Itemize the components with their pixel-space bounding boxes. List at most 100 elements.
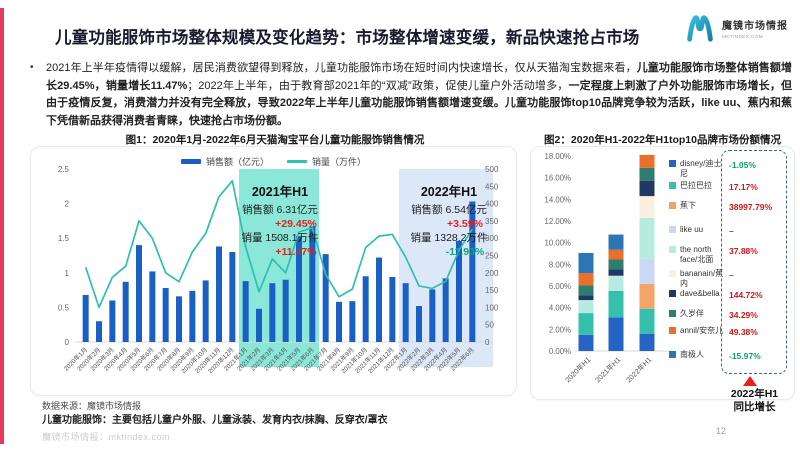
legend-item-dave&bella: dave&bella bbox=[669, 289, 727, 299]
series-name: 巴拉巴拉 bbox=[680, 181, 712, 190]
svg-text:300: 300 bbox=[485, 234, 499, 243]
series-swatch-icon bbox=[669, 202, 676, 209]
growth-caption-line1: 2022年H1 bbox=[730, 388, 779, 400]
series-growth: -1.05% bbox=[729, 160, 756, 170]
svg-text:0.5: 0.5 bbox=[58, 303, 70, 312]
category-note: 儿童功能服饰：主要包括儿童户外服、儿童泳装、发育内衣/抹胸、反穿衣/罩衣 bbox=[42, 415, 388, 426]
series-swatch-icon bbox=[669, 160, 676, 167]
legend-item-bananain/蕉内: bananain/蕉内 bbox=[669, 269, 727, 288]
legend-item-蕉下: 蕉下 bbox=[669, 201, 727, 211]
series-growth: 49.38% bbox=[729, 327, 758, 337]
legend-volume-label: 销量（万件） bbox=[312, 157, 367, 167]
svg-text:10.00%: 10.00% bbox=[545, 239, 572, 248]
figure1-card: 销售额（亿元） 销量（万件） 0 0.5 1 1.5 2 2.5 0 50 100 150 200 2… bbox=[30, 146, 517, 396]
svg-text:4.00%: 4.00% bbox=[549, 304, 571, 313]
svg-text:200: 200 bbox=[485, 269, 499, 278]
metric-value: 销售额 6.31亿元 bbox=[242, 204, 318, 216]
series-swatch-icon bbox=[669, 226, 676, 233]
annotation-title: 2021年H1 bbox=[251, 185, 309, 199]
sales-bars bbox=[82, 201, 476, 342]
figure2-title: 图2：2020年H1-2022年H1top10品牌市场份额情况 bbox=[544, 134, 781, 146]
figure2-card: 18.00% 16.00% 14.00% 12.00% 10.00% 8.00% 6.00%… bbox=[530, 146, 795, 413]
svg-text:2: 2 bbox=[65, 200, 70, 209]
svg-text:450: 450 bbox=[485, 182, 499, 191]
stacked-bar-2020年H1 bbox=[578, 252, 594, 351]
svg-text:0: 0 bbox=[485, 338, 490, 347]
series-name: 久岁伴 bbox=[680, 309, 704, 318]
legend-item-南极人: 南极人 bbox=[669, 350, 727, 360]
metric-value: 销量 1328.2万件 bbox=[410, 232, 488, 244]
brand-domain: MKTINDEX.COM bbox=[722, 34, 764, 39]
growth-value: +11.47% bbox=[275, 246, 317, 258]
legend-volume: 销量（万件） bbox=[287, 155, 366, 168]
growth-value: +3.59% bbox=[447, 218, 483, 230]
svg-text:500: 500 bbox=[485, 165, 499, 174]
series-swatch-icon bbox=[669, 182, 676, 189]
annotation-title: 2022年H1 bbox=[420, 185, 478, 199]
series-swatch-icon bbox=[669, 290, 676, 297]
up-arrow-icon bbox=[743, 376, 757, 386]
growth-value: +29.45% bbox=[275, 218, 317, 230]
svg-text:6.00%: 6.00% bbox=[549, 282, 571, 291]
growth-caption: 2022年H1 同比增长 bbox=[707, 388, 800, 414]
figure1-legend: 销售额（亿元） 销量（万件） bbox=[31, 155, 516, 168]
series-growth: 144.72% bbox=[729, 290, 763, 300]
svg-text:2020年H1: 2020年H1 bbox=[563, 355, 592, 384]
series-name: 南极人 bbox=[680, 350, 704, 359]
series-name: bananain/蕉内 bbox=[680, 269, 724, 288]
figure1-chart: 0 0.5 1 1.5 2 2.5 0 50 100 150 200 250 300 350 400 450 5… bbox=[58, 165, 499, 375]
svg-text:0.00%: 0.00% bbox=[549, 347, 571, 356]
legend-item-久岁伴: 久岁伴 bbox=[669, 309, 727, 319]
legend-sales: 销售额（亿元） bbox=[180, 155, 269, 168]
volume-line bbox=[84, 179, 474, 309]
series-name: dave&bella bbox=[680, 289, 720, 298]
metric-value: 销售额 6.54亿元 bbox=[411, 204, 487, 216]
legend-item-like uu: like uu bbox=[669, 225, 727, 235]
intro-run: ；2022年上半年，由于教育部2021年的“双减”政策，促使儿童户外活动增多， bbox=[187, 79, 569, 92]
stacked-bar-2021年H1 bbox=[608, 234, 624, 351]
page-number: 12 bbox=[716, 426, 727, 436]
series-name: like uu bbox=[680, 225, 704, 234]
intro-run: 儿童功能服饰市场整体销售额增长29.45%，销量增长11.47% bbox=[46, 62, 793, 92]
metric-value: 销量 1508.1万件 bbox=[241, 232, 319, 244]
svg-text:2.5: 2.5 bbox=[58, 165, 70, 174]
mojing-m-icon bbox=[687, 15, 713, 42]
series-growth: 38997.79% bbox=[729, 202, 773, 212]
svg-text:400: 400 bbox=[485, 200, 499, 209]
svg-text:1.5: 1.5 bbox=[58, 234, 70, 243]
svg-text:12.00%: 12.00% bbox=[545, 217, 572, 226]
series-swatch-icon bbox=[669, 246, 676, 253]
figure1-title: 图1：2020年1月-2022年6月天猫淘宝平台儿童功能服饰销售情况 bbox=[125, 134, 425, 146]
svg-text:18.00%: 18.00% bbox=[545, 152, 572, 161]
svg-text:0: 0 bbox=[65, 338, 70, 347]
growth-box bbox=[721, 150, 787, 374]
stacked-bar-2022年H1 bbox=[639, 154, 655, 351]
svg-text:2022年H1: 2022年H1 bbox=[624, 355, 653, 384]
svg-text:14.00%: 14.00% bbox=[545, 195, 572, 204]
svg-text:8.00%: 8.00% bbox=[549, 260, 571, 269]
intro-block: • 2021年上半年疫情得以缓解，居民消费欲望得到释放，儿童功能服饰市场在短时间… bbox=[30, 60, 792, 130]
watermark: 魔镜市场情报：mktindex.com bbox=[42, 432, 171, 442]
series-growth: – bbox=[729, 270, 734, 280]
intro-run: 一定程度上刺激了户外功能服饰市场增长，但由于疫情反复，消费潜力并没有完全释放，导… bbox=[46, 79, 793, 127]
svg-text:100: 100 bbox=[485, 303, 499, 312]
brand-logo: 魔镜市场情报 MKTINDEX.COM bbox=[683, 12, 788, 44]
intro-paragraph: 2021年上半年疫情得以缓解，居民消费欲望得到释放，儿童功能服饰市场在短时间内快… bbox=[46, 60, 792, 130]
svg-text:150: 150 bbox=[485, 286, 499, 295]
series-growth: -15.97% bbox=[729, 351, 761, 361]
bullet-marker: • bbox=[30, 62, 34, 73]
legend-item-巴拉巴拉: 巴拉巴拉 bbox=[669, 181, 727, 191]
series-swatch-icon bbox=[669, 270, 676, 277]
annotation-2021年H1: 2021年H1 销售额 6.31亿元 +29.45% 销量 1508.1万件 +11.4… bbox=[214, 181, 346, 259]
sales-swatch-icon bbox=[180, 159, 201, 164]
series-name: the north face/北面 bbox=[680, 245, 714, 264]
data-source: 数据来源：魔镜市场情报 bbox=[42, 401, 142, 411]
left-accent-stripe bbox=[0, 8, 4, 444]
intro-run: 2021年上半年疫情得以缓解，居民消费欲望得到释放，儿童功能服饰市场在短时间内快… bbox=[46, 62, 637, 74]
svg-text:16.00%: 16.00% bbox=[545, 174, 572, 183]
series-swatch-icon bbox=[669, 310, 676, 317]
brand-name: 魔镜市场情报 bbox=[722, 21, 788, 32]
series-swatch-icon bbox=[669, 327, 676, 334]
svg-text:350: 350 bbox=[485, 217, 499, 226]
